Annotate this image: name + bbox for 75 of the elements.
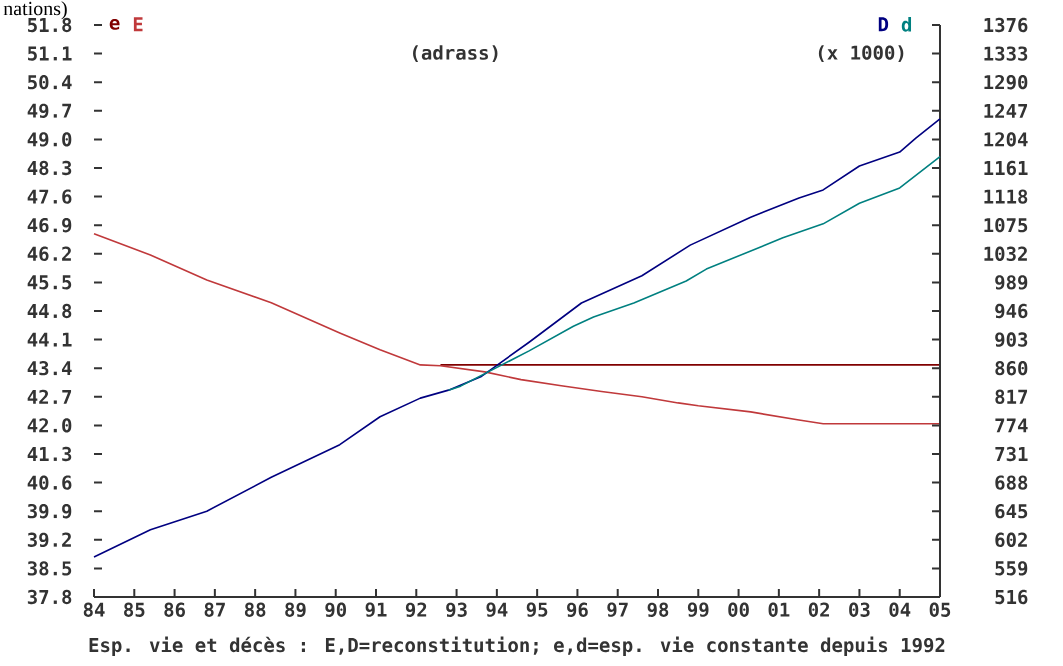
y2-tick-label: 1204 <box>984 132 1028 147</box>
y2-tick-label: 817 <box>995 389 1028 404</box>
x-tick-label: 87 <box>204 602 225 617</box>
y-tick-label: 49.7 <box>27 103 72 118</box>
y2-tick-label: 860 <box>995 360 1028 376</box>
text: E <box>133 17 143 32</box>
y2-tick-label: 1290 <box>984 74 1028 90</box>
y2-tick-label: 559 <box>995 561 1028 576</box>
y2-tick-label: 602 <box>995 532 1027 547</box>
y-tick-label: 50.4 <box>28 75 72 90</box>
y-tick-label: 44.1 <box>27 332 72 347</box>
y2-tick-label: 645 <box>995 504 1028 519</box>
y2-tick-label: 516 <box>995 589 1028 605</box>
y-tick-label: 51.8 <box>28 17 72 33</box>
x-tick-label: 03 <box>849 602 870 617</box>
line-series <box>447 155 941 391</box>
line-series <box>93 232 941 425</box>
x-tick-label: 90 <box>325 602 347 617</box>
x-tick-label: 89 <box>285 602 306 617</box>
x-tick-label: 94 <box>486 602 508 617</box>
y2-tick-label: 1247 <box>984 103 1028 118</box>
annotation: (adrass) <box>413 45 498 63</box>
y2-tick-label: 1032 <box>984 246 1027 261</box>
y-tick-label: 47.6 <box>27 189 72 204</box>
y2-tick-label: 731 <box>995 446 1028 462</box>
x-tick-label: 01 <box>768 602 790 617</box>
y-tick-label: 46.2 <box>27 246 71 261</box>
x-tick-label: 93 <box>446 602 467 617</box>
x-tick-label: 04 <box>889 602 911 617</box>
y2-tick-label: 1161 <box>984 160 1028 176</box>
text: e <box>109 18 120 30</box>
x-tick-label: 91 <box>365 602 387 617</box>
y-tick-label: 51.1 <box>28 46 72 61</box>
y-tick-label: 46.9 <box>27 217 72 233</box>
y-tick-label: 49.0 <box>27 132 72 147</box>
y2-tick-label: 1376 <box>984 17 1028 33</box>
x-tick-label: 97 <box>607 602 628 617</box>
y-tick-label: 38.5 <box>27 561 72 576</box>
text: d <box>901 17 912 32</box>
x-tick-label: 02 <box>808 602 830 617</box>
x-tick-label: 88 <box>244 602 266 617</box>
y-tick-label: 43.4 <box>27 361 72 376</box>
chart-title: nations) <box>3 1 67 20</box>
y-tick-label: 42.0 <box>27 418 72 433</box>
y-tick-label: 37.8 <box>27 589 72 605</box>
x-tick-label: 92 <box>405 602 427 617</box>
y2-tick-label: 1333 <box>984 46 1028 61</box>
y-tick-label: 45.5 <box>27 275 72 290</box>
x-tick-label: 96 <box>567 602 588 617</box>
y-tick-label: 40.6 <box>27 475 72 490</box>
x-axis-title: Esp. vie et décès : E,D=reconstitution; e,d=esp. vie constante depuis 1992 <box>89 636 945 656</box>
x-tick-label: 00 <box>728 602 749 617</box>
y2-tick-label: 1118 <box>984 189 1028 204</box>
y2-tick-label: 688 <box>995 475 1028 490</box>
y-tick-label: 48.3 <box>27 160 72 176</box>
y2-tick-label: 989 <box>995 275 1028 290</box>
x-tick-label: 05 <box>929 602 951 617</box>
text: D <box>878 17 889 32</box>
y2-tick-label: 1075 <box>984 218 1028 233</box>
x-tick-label: 98 <box>647 602 669 617</box>
x-tick-label: 95 <box>526 602 548 617</box>
line-series <box>93 117 941 558</box>
y2-tick-label: 774 <box>995 418 1028 433</box>
y2-tick-label: 903 <box>995 332 1028 347</box>
y2-tick-label: 946 <box>995 303 1028 319</box>
y-tick-label: 41.3 <box>27 446 72 462</box>
y-tick-label: 44.8 <box>27 303 72 319</box>
x-tick-label: 85 <box>124 602 145 617</box>
x-tick-label: 86 <box>164 602 185 617</box>
x-tick-label: 84 <box>83 602 105 617</box>
y-tick-label: 39.2 <box>27 532 71 548</box>
y-tick-label: 39.9 <box>27 503 72 519</box>
y-tick-label: 42.7 <box>27 389 72 404</box>
y2-axis-title: (x 1000) <box>818 45 904 63</box>
x-tick-label: 99 <box>687 602 709 617</box>
